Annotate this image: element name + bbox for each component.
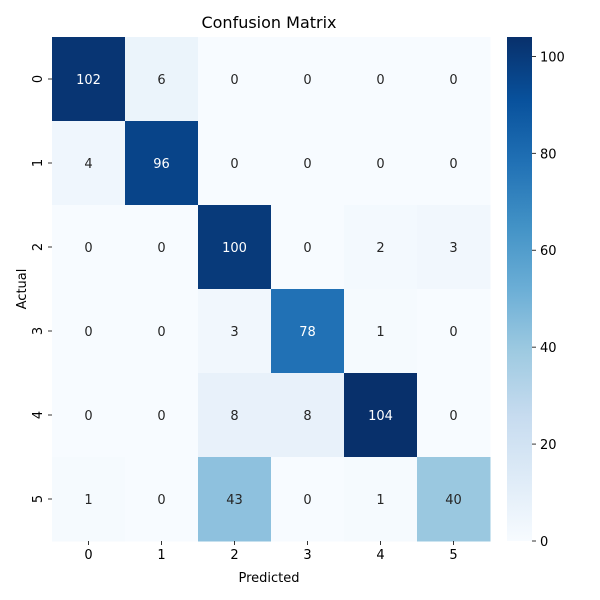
heatmap-cell xyxy=(271,373,345,458)
heatmap-cell xyxy=(198,37,272,122)
x-axis-ticks: 0 1 2 3 4 5 xyxy=(84,541,458,563)
cell-value-label: 2 xyxy=(376,241,384,256)
heatmap-grid: 102 6 0 0 0 04 96 0 0 0 00 0 100 0 2 30 0 3 78 1 00 0 8 8 104 01 0… xyxy=(52,37,491,542)
colorbar-tick-label: 20 xyxy=(540,438,557,453)
cell-value-label: 1 xyxy=(376,325,384,340)
heatmap-cell xyxy=(198,205,272,290)
cell-value-label: 1 xyxy=(84,493,92,508)
cell-value-label: 8 xyxy=(230,409,238,424)
heatmap-cell xyxy=(125,205,199,290)
cell-value-label: 0 xyxy=(157,325,165,340)
colorbar-tick-label: 60 xyxy=(540,244,557,259)
heatmap-cell xyxy=(125,37,199,122)
heatmap-cell xyxy=(52,205,126,290)
cell-value-label: 40 xyxy=(445,493,462,508)
cell-value-label: 0 xyxy=(376,73,384,88)
heatmap-cell xyxy=(52,289,126,374)
heatmap-cell xyxy=(344,37,418,122)
cell-value-label: 1 xyxy=(376,493,384,508)
heatmap-cell xyxy=(125,289,199,374)
heatmap-cell xyxy=(271,289,345,374)
heatmap-cell xyxy=(417,37,491,122)
y-axis-label: Actual xyxy=(15,269,30,310)
heatmap-cell xyxy=(344,205,418,290)
heatmap-cell xyxy=(417,205,491,290)
y-axis-ticks: 0 1 2 3 4 5 xyxy=(31,75,52,503)
y-tick-label: 1 xyxy=(31,159,46,167)
heatmap-cell xyxy=(271,457,345,542)
chart-title: Confusion Matrix xyxy=(201,13,336,32)
cell-value-label: 0 xyxy=(157,241,165,256)
cell-value-label: 0 xyxy=(449,157,457,172)
cell-value-label: 0 xyxy=(376,157,384,172)
heatmap-cell xyxy=(52,373,126,458)
x-tick-label: 4 xyxy=(376,548,384,563)
heatmap-cell xyxy=(125,121,199,206)
cell-value-label: 0 xyxy=(157,493,165,508)
cell-value-label: 0 xyxy=(303,73,311,88)
cell-value-label: 43 xyxy=(226,493,243,508)
cell-value-label: 104 xyxy=(368,409,393,424)
heatmap-cell xyxy=(52,121,126,206)
colorbar-tick-label: 100 xyxy=(540,50,565,65)
heatmap-cell xyxy=(417,289,491,374)
cell-value-label: 96 xyxy=(153,157,170,172)
colorbar: 0 20 40 60 80 100 xyxy=(507,37,565,550)
heatmap-cell xyxy=(344,373,418,458)
colorbar-tick-label: 0 xyxy=(540,535,548,550)
heatmap-cell xyxy=(417,373,491,458)
cell-value-label: 100 xyxy=(222,241,247,256)
x-tick-label: 5 xyxy=(449,548,457,563)
heatmap-cell xyxy=(125,457,199,542)
cell-value-label: 0 xyxy=(230,157,238,172)
heatmap-cell xyxy=(417,457,491,542)
cell-value-label: 3 xyxy=(230,325,238,340)
cell-value-label: 0 xyxy=(84,241,92,256)
x-axis-label: Predicted xyxy=(238,571,299,586)
heatmap-cell xyxy=(271,205,345,290)
x-tick-label: 0 xyxy=(84,548,92,563)
y-tick-label: 3 xyxy=(31,327,46,335)
heatmap-cell xyxy=(52,37,126,122)
heatmap-cell xyxy=(198,373,272,458)
heatmap-cell xyxy=(344,121,418,206)
cell-value-label: 0 xyxy=(303,157,311,172)
y-tick-label: 0 xyxy=(31,75,46,83)
cell-value-label: 0 xyxy=(84,325,92,340)
cell-value-label: 0 xyxy=(157,409,165,424)
heatmap-cell xyxy=(271,121,345,206)
cell-value-label: 0 xyxy=(84,409,92,424)
cell-value-label: 0 xyxy=(449,325,457,340)
cell-value-label: 3 xyxy=(449,241,457,256)
y-tick-label: 2 xyxy=(31,243,46,251)
x-tick-label: 1 xyxy=(157,548,165,563)
cell-value-label: 4 xyxy=(84,157,92,172)
heatmap-cell xyxy=(198,457,272,542)
colorbar-tick-label: 40 xyxy=(540,341,557,356)
cell-value-label: 78 xyxy=(299,325,316,340)
heatmap-cell xyxy=(417,121,491,206)
colorbar-tick-label: 80 xyxy=(540,147,557,162)
cell-value-label: 0 xyxy=(449,409,457,424)
colorbar-gradient xyxy=(507,37,532,541)
cell-value-label: 0 xyxy=(303,493,311,508)
heatmap-cell xyxy=(125,373,199,458)
cell-value-label: 6 xyxy=(157,73,165,88)
heatmap-cell xyxy=(344,457,418,542)
cell-value-label: 102 xyxy=(76,73,101,88)
heatmap-cell xyxy=(52,457,126,542)
x-tick-label: 3 xyxy=(303,548,311,563)
heatmap-cell xyxy=(344,289,418,374)
cell-value-label: 0 xyxy=(230,73,238,88)
heatmap-cell xyxy=(198,289,272,374)
heatmap-cell xyxy=(198,121,272,206)
heatmap-cell xyxy=(271,37,345,122)
cell-value-label: 8 xyxy=(303,409,311,424)
y-tick-label: 5 xyxy=(31,495,46,503)
cell-value-label: 0 xyxy=(303,241,311,256)
x-tick-label: 2 xyxy=(230,548,238,563)
y-tick-label: 4 xyxy=(31,411,46,419)
cell-value-label: 0 xyxy=(449,73,457,88)
